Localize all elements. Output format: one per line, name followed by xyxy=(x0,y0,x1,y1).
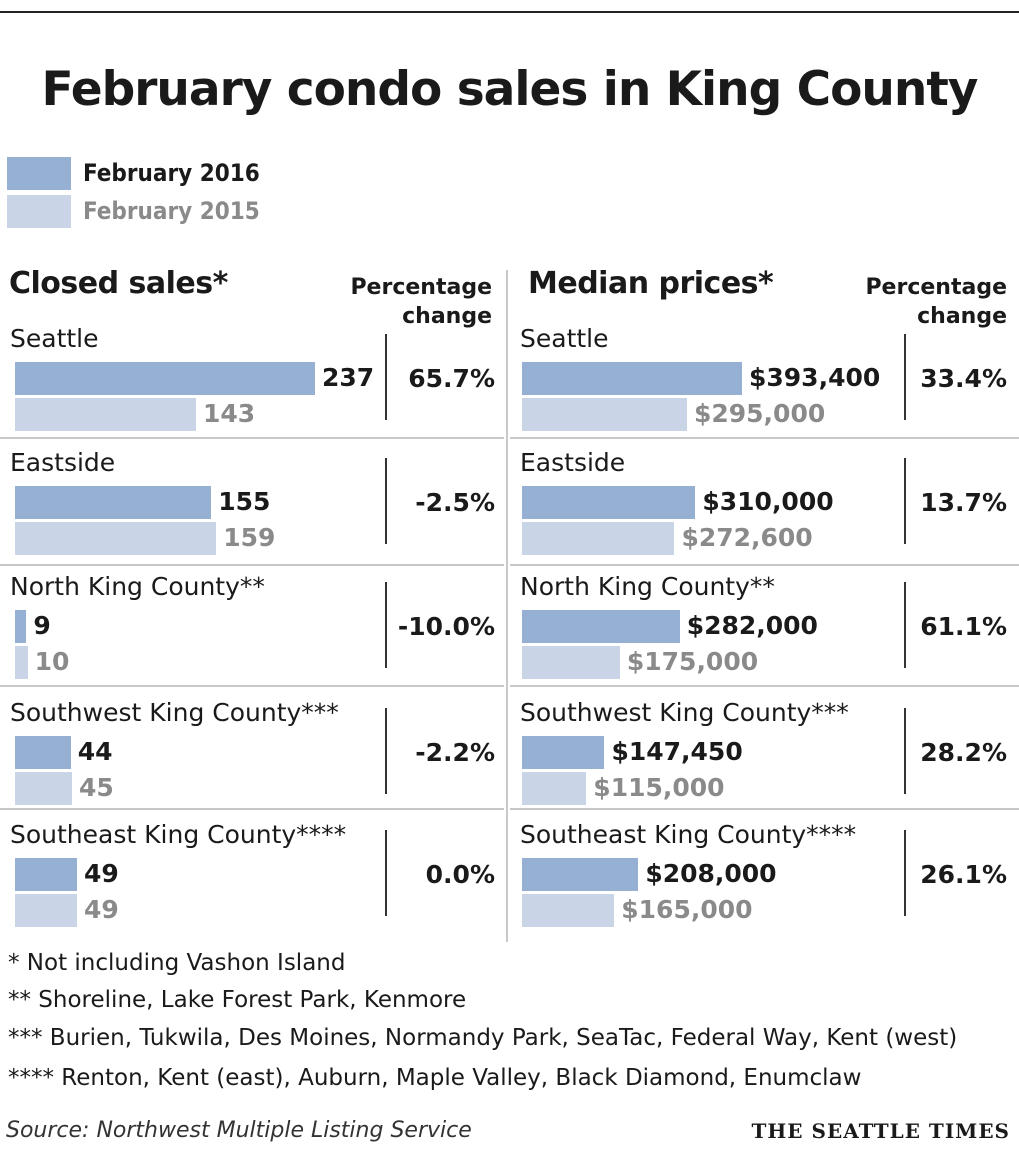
closed-pct-heading-line2: change xyxy=(402,304,492,329)
closed-percentage-change: -2.5% xyxy=(415,488,495,517)
median-region-label: Southwest King County*** xyxy=(520,698,849,727)
median-bar-2016 xyxy=(522,486,696,519)
footnote-2: ** Shoreline, Lake Forest Park, Kenmore xyxy=(8,987,467,1013)
top-rule xyxy=(0,11,1019,13)
median-region-label: Southeast King County**** xyxy=(520,820,857,849)
publisher-logo: THE SEATTLE TIMES xyxy=(751,1119,1010,1143)
median-bar-2016 xyxy=(522,858,639,891)
legend-swatch-2016 xyxy=(7,157,71,190)
median-bar-2016 xyxy=(522,362,742,395)
source-credit: Source: Northwest Multiple Listing Servi… xyxy=(6,1118,472,1143)
closed-value-2016: 44 xyxy=(77,737,113,766)
closed-bar-2015 xyxy=(15,894,78,927)
median-row-separator xyxy=(510,685,1019,687)
median-percentage-change: 61.1% xyxy=(920,612,1007,641)
median-bar-2016 xyxy=(522,610,680,643)
median-percentage-change: 28.2% xyxy=(920,738,1007,767)
median-value-2016: $282,000 xyxy=(686,611,818,640)
closed-region-label: Southeast King County**** xyxy=(10,820,347,849)
closed-row-separator xyxy=(0,564,504,566)
closed-pct-divider xyxy=(385,334,387,420)
closed-row-separator xyxy=(0,808,504,810)
median-region-label: Eastside xyxy=(520,448,626,477)
legend-label-2015: February 2015 xyxy=(83,197,260,225)
median-pct-divider xyxy=(904,458,906,544)
median-pct-divider xyxy=(904,582,906,668)
closed-region-label: Seattle xyxy=(10,324,99,353)
closed-bar-2015 xyxy=(15,398,196,431)
closed-bar-2016 xyxy=(15,736,71,769)
closed-percentage-change: 0.0% xyxy=(425,860,495,889)
median-bar-2015 xyxy=(522,894,615,927)
closed-row-separator xyxy=(0,437,504,439)
closed-region-label: Eastside xyxy=(10,448,116,477)
median-bar-2015 xyxy=(522,772,587,805)
closed-value-2015: 143 xyxy=(203,399,256,428)
closed-region-label: Southwest King County*** xyxy=(10,698,339,727)
footnote-1: * Not including Vashon Island xyxy=(8,950,346,976)
closed-value-2015: 10 xyxy=(34,647,70,676)
closed-bar-2016 xyxy=(15,362,315,395)
median-prices-heading: Median prices* xyxy=(528,266,774,301)
median-pct-divider xyxy=(904,830,906,916)
closed-percentage-change: -2.2% xyxy=(415,738,495,767)
median-percentage-change: 26.1% xyxy=(920,860,1007,889)
median-value-2015: $175,000 xyxy=(626,647,759,676)
median-value-2016: $310,000 xyxy=(702,487,834,516)
closed-value-2016: 237 xyxy=(322,363,375,392)
median-bar-2016 xyxy=(522,736,605,769)
median-value-2015: $115,000 xyxy=(593,773,725,802)
median-row-separator xyxy=(510,564,1019,566)
closed-pct-divider xyxy=(385,708,387,794)
closed-value-2016: 9 xyxy=(33,611,51,640)
chart-title: February condo sales in King County xyxy=(41,62,979,117)
median-percentage-change: 13.7% xyxy=(920,488,1007,517)
closed-sales-heading: Closed sales* xyxy=(9,266,228,301)
median-pct-heading-line2: change xyxy=(917,304,1007,329)
median-value-2015: $272,600 xyxy=(681,523,813,552)
closed-percentage-change: 65.7% xyxy=(408,364,495,393)
median-pct-heading: Percentage change xyxy=(865,273,1007,331)
closed-value-2016: 49 xyxy=(84,859,119,888)
median-bar-2015 xyxy=(522,646,620,679)
median-pct-divider xyxy=(904,334,906,420)
closed-pct-heading: Percentage change xyxy=(350,273,492,331)
closed-bar-2015 xyxy=(15,772,72,805)
closed-region-label: North King County** xyxy=(10,572,265,601)
median-bar-2015 xyxy=(522,522,675,555)
closed-percentage-change: -10.0% xyxy=(397,612,495,641)
median-region-label: North King County** xyxy=(520,572,775,601)
closed-value-2016: 155 xyxy=(218,487,271,516)
median-row-separator xyxy=(510,437,1019,439)
closed-bar-2016 xyxy=(15,610,27,643)
closed-value-2015: 45 xyxy=(78,773,114,802)
median-value-2016: $208,000 xyxy=(645,859,777,888)
column-separator xyxy=(506,270,508,942)
median-pct-heading-line1: Percentage xyxy=(865,275,1007,300)
median-percentage-change: 33.4% xyxy=(920,364,1007,393)
closed-row-separator xyxy=(0,685,504,687)
median-value-2015: $165,000 xyxy=(621,895,753,924)
closed-bar-2016 xyxy=(15,858,78,891)
closed-pct-divider xyxy=(385,458,387,544)
closed-bar-2015 xyxy=(15,646,28,679)
closed-pct-heading-line1: Percentage xyxy=(350,275,492,300)
median-row-separator xyxy=(510,808,1019,810)
closed-bar-2016 xyxy=(15,486,212,519)
median-value-2016: $393,400 xyxy=(749,363,881,392)
footnote-4: **** Renton, Kent (east), Auburn, Maple … xyxy=(8,1065,862,1091)
median-value-2016: $147,450 xyxy=(611,737,743,766)
median-pct-divider xyxy=(904,708,906,794)
median-region-label: Seattle xyxy=(520,324,609,353)
closed-pct-divider xyxy=(385,582,387,668)
closed-value-2015: 159 xyxy=(223,523,276,552)
legend-label-2016: February 2016 xyxy=(83,159,260,187)
closed-bar-2015 xyxy=(15,522,217,555)
legend-swatch-2015 xyxy=(7,195,71,228)
footnote-3: *** Burien, Tukwila, Des Moines, Normand… xyxy=(8,1025,958,1051)
median-value-2015: $295,000 xyxy=(693,399,826,428)
closed-value-2015: 49 xyxy=(84,895,119,924)
closed-pct-divider xyxy=(385,830,387,916)
median-bar-2015 xyxy=(522,398,687,431)
